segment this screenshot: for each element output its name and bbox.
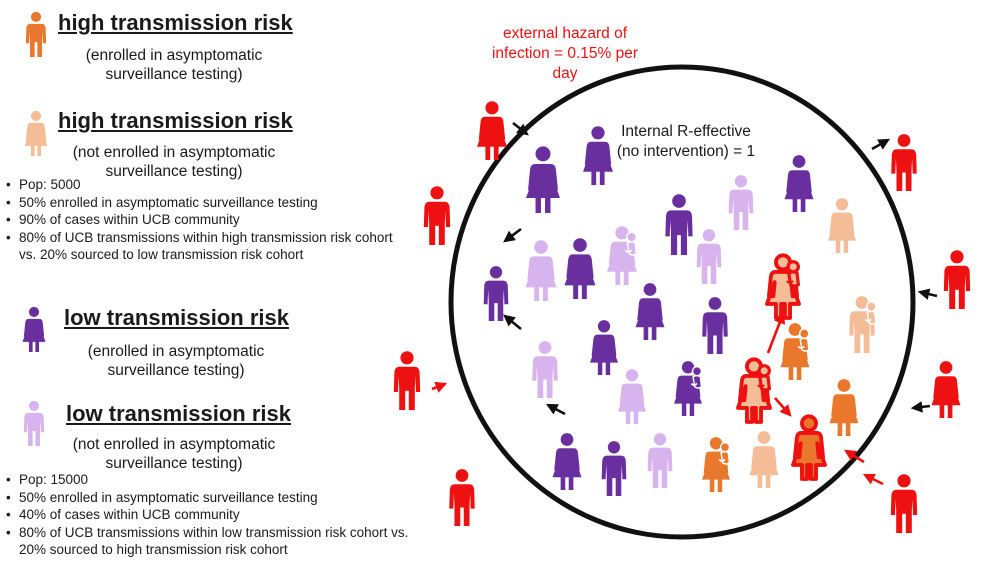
person-icon <box>483 266 509 321</box>
legend-note-low-not-enrolled: (not enrolled in asymptomatic surveillan… <box>72 436 276 472</box>
parent-child-icon <box>780 323 810 380</box>
person-dress-icon <box>618 369 646 424</box>
internal-r-label: Internal R-effective (no intervention) =… <box>616 123 756 160</box>
arrow-icon <box>844 449 865 464</box>
person-icon <box>696 229 722 284</box>
person-dress-icon <box>590 320 618 375</box>
person-dress-icon <box>22 306 46 352</box>
external-hazard-label: external hazard of infection = 0.15% per… <box>491 25 639 82</box>
bullet-item: 80% of UCB transmissions within low tran… <box>6 524 429 559</box>
low-risk-bullets: Pop: 15000 50% enrolled in asymptomatic … <box>6 471 416 559</box>
bullet-item: Pop: 5000 <box>6 176 416 194</box>
person-icon <box>393 351 421 410</box>
person-dress-icon <box>477 101 507 160</box>
arrow-icon <box>503 227 522 243</box>
legend-title-high-enrolled: high transmission risk <box>58 10 293 35</box>
high-risk-bullets: Pop: 5000 50% enrolled in asymptomatic s… <box>6 176 416 264</box>
person-dress-icon <box>829 379 859 436</box>
bullet-item: 50% enrolled in asymptomatic surveillanc… <box>6 489 416 507</box>
arrow-icon <box>766 311 786 354</box>
person-dress-icon <box>635 283 665 340</box>
bullet-item: 80% of UCB transmissions within high tra… <box>6 229 409 264</box>
legend-title-low-not-enrolled: low transmission risk <box>66 401 291 426</box>
parent-child-icon <box>765 253 801 320</box>
legend-title-low-enrolled: low transmission risk <box>64 305 289 330</box>
arrow-icon <box>774 397 792 417</box>
person-dress-icon <box>525 240 557 301</box>
person-icon <box>702 297 728 354</box>
person-icon <box>423 186 451 245</box>
parent-child-icon <box>849 296 877 353</box>
arrow-icon <box>910 401 931 413</box>
person-dress-icon <box>828 198 856 253</box>
bullet-item: 40% of cases within UCB community <box>6 506 416 524</box>
person-icon <box>25 11 47 58</box>
population-figures <box>22 11 971 533</box>
bullet-item: Pop: 15000 <box>6 471 416 489</box>
arrow-icon <box>512 121 529 136</box>
person-dress-icon <box>931 361 961 418</box>
person-dress-icon <box>791 414 827 481</box>
community-circle <box>448 64 916 540</box>
legend-note-low-enrolled: (enrolled in asymptomatic surveillance t… <box>87 343 265 379</box>
parent-child-icon <box>736 357 772 424</box>
person-icon <box>943 250 971 309</box>
bullet-item: 90% of cases within UCB community <box>6 211 416 229</box>
person-icon <box>23 400 45 446</box>
person-dress-icon <box>784 155 814 212</box>
arrow-icon <box>917 288 938 300</box>
bullet-item: 50% enrolled in asymptomatic surveillanc… <box>6 194 416 212</box>
person-icon <box>449 469 475 526</box>
person-dress-icon <box>564 238 596 299</box>
person-icon <box>601 441 627 496</box>
person-icon <box>890 474 918 533</box>
parent-child-icon <box>607 226 638 285</box>
arrow-icon <box>871 138 891 151</box>
person-dress-icon <box>583 126 613 185</box>
person-dress-icon <box>24 110 48 156</box>
arrow-icon <box>431 381 448 393</box>
parent-child-icon <box>674 361 703 416</box>
person-icon <box>647 433 673 488</box>
person-dress-icon <box>526 146 560 213</box>
person-dress-icon <box>749 431 779 488</box>
parent-child-icon <box>702 437 731 492</box>
legend-note-high-enrolled: (enrolled in asymptomatic surveillance t… <box>85 47 263 83</box>
person-icon <box>728 175 754 230</box>
person-dress-icon <box>552 433 582 490</box>
legend-title-high-not-enrolled: high transmission risk <box>58 108 293 133</box>
arrow-icon <box>862 473 884 486</box>
arrows <box>431 121 938 486</box>
arrow-icon <box>545 403 566 416</box>
person-icon <box>665 194 693 255</box>
arrow-icon <box>503 314 522 331</box>
person-icon <box>532 341 558 398</box>
person-icon <box>891 134 917 191</box>
